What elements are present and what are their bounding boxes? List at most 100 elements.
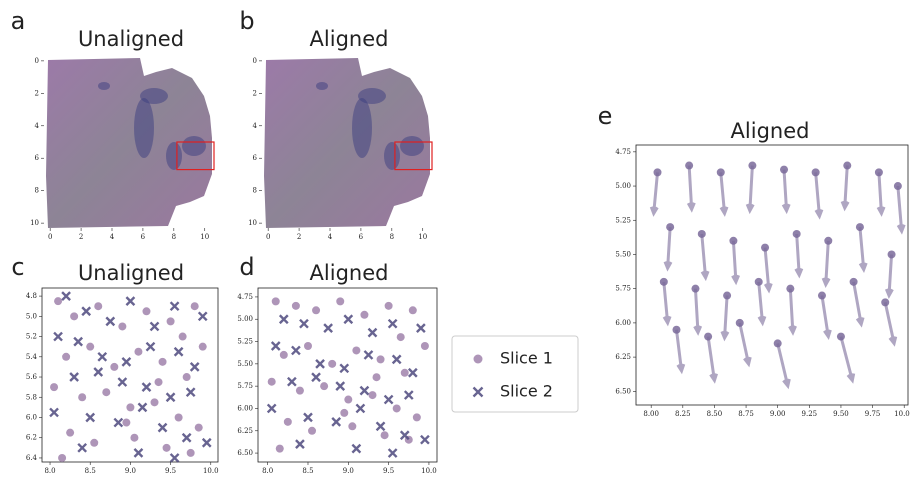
scatter-x bbox=[416, 323, 426, 334]
spot bbox=[735, 318, 744, 327]
scatter-x bbox=[403, 390, 414, 400]
flow-arrow bbox=[876, 172, 886, 217]
tissue-dark-region bbox=[358, 88, 386, 104]
x-tick-label: 9.25 bbox=[802, 410, 818, 418]
flow-arrow bbox=[820, 295, 832, 340]
scatter-x bbox=[61, 291, 71, 301]
y-tick-label: 5.6 bbox=[26, 373, 38, 381]
scatter-x bbox=[331, 416, 342, 427]
y-tick-label: 5.75 bbox=[615, 285, 631, 293]
spot bbox=[666, 223, 675, 232]
y-tick-label: 5.0 bbox=[26, 312, 37, 320]
tissue-dark-region bbox=[182, 136, 206, 156]
flow-arrow bbox=[788, 288, 797, 336]
x-tick-label: 9.75 bbox=[865, 410, 881, 418]
tissue bbox=[46, 58, 212, 228]
tissue-dark-region bbox=[140, 88, 168, 104]
scatter-x bbox=[73, 336, 84, 347]
scatter-point bbox=[178, 332, 187, 341]
x-tick-label: 8.5 bbox=[85, 467, 96, 475]
scatter-x bbox=[85, 412, 96, 423]
scatter-point bbox=[348, 422, 357, 431]
legend-marker bbox=[473, 354, 483, 364]
scatter-x bbox=[387, 448, 398, 458]
x-tick-label: 9.0 bbox=[343, 467, 354, 475]
legend-label: Slice 1 bbox=[500, 349, 553, 368]
scatter-x bbox=[351, 443, 362, 454]
y-tick-label: 8 bbox=[253, 187, 257, 195]
scatter-x bbox=[169, 301, 180, 312]
x-tick-label: 0 bbox=[48, 233, 52, 241]
x-tick-label: 9.00 bbox=[770, 410, 786, 418]
y-tick-label: 6 bbox=[35, 154, 40, 162]
flow-arrow bbox=[674, 329, 686, 375]
tissue-image bbox=[264, 58, 430, 228]
x-tick-label: 8 bbox=[172, 233, 176, 241]
x-tick-label: 4 bbox=[328, 233, 333, 241]
scatter-point bbox=[134, 347, 143, 356]
scatter-point bbox=[360, 310, 369, 319]
scatter-point bbox=[380, 431, 389, 440]
x-tick-label: 4 bbox=[110, 233, 115, 241]
scatter-x bbox=[141, 382, 152, 392]
x-tick-label: 8 bbox=[390, 233, 394, 241]
scatter-x bbox=[165, 392, 176, 403]
scatter-point bbox=[102, 388, 111, 397]
scatter-point bbox=[122, 418, 131, 427]
spot bbox=[792, 229, 801, 238]
flow-arrow bbox=[896, 185, 906, 235]
flow-arrow bbox=[776, 343, 791, 390]
scatter-x bbox=[399, 430, 410, 441]
flow-arrow bbox=[840, 165, 850, 212]
scatter-x bbox=[185, 387, 196, 398]
y-tick-label: 5.8 bbox=[26, 393, 37, 401]
scatter-x bbox=[69, 372, 79, 382]
scatter-point bbox=[154, 378, 163, 387]
spot bbox=[761, 243, 770, 252]
flow-arrow bbox=[794, 233, 804, 279]
y-tick-label: 5.75 bbox=[237, 382, 253, 390]
y-tick-label: 5.2 bbox=[26, 333, 37, 341]
tissue bbox=[264, 58, 430, 228]
flow-arrow bbox=[731, 240, 740, 286]
y-tick-label: 2 bbox=[253, 89, 257, 97]
spot bbox=[691, 284, 700, 293]
scatter-x bbox=[201, 437, 212, 448]
scatter-x bbox=[291, 345, 301, 356]
flow-arrow bbox=[706, 336, 718, 384]
flow-arrow bbox=[686, 165, 696, 213]
flow-arrow bbox=[858, 226, 868, 273]
x-tick-label: 9.5 bbox=[383, 467, 394, 475]
y-tick-label: 6.00 bbox=[237, 404, 253, 412]
x-tick-label: 8.5 bbox=[302, 467, 313, 475]
x-tick-label: 2 bbox=[297, 233, 301, 241]
x-tick-label: 8.0 bbox=[262, 467, 273, 475]
scatter-x bbox=[363, 350, 374, 360]
flow-arrow bbox=[884, 254, 894, 299]
panel-title: Aligned bbox=[731, 119, 810, 143]
x-tick-label: 8.50 bbox=[707, 410, 723, 418]
x-tick-label: 8.75 bbox=[738, 410, 754, 418]
spot bbox=[754, 277, 763, 286]
scatter-x bbox=[387, 318, 398, 329]
flow-arrow bbox=[757, 281, 767, 327]
scatter-point bbox=[291, 301, 300, 310]
scatter-point bbox=[308, 426, 317, 435]
scatter-point bbox=[90, 438, 99, 447]
scatter-point bbox=[62, 352, 71, 361]
scatter-point bbox=[283, 417, 292, 426]
tissue-dark-region bbox=[166, 142, 182, 170]
flow-arrow bbox=[719, 172, 729, 217]
scatter-point bbox=[118, 322, 127, 331]
scatter-point bbox=[70, 312, 79, 321]
flow-arrow bbox=[839, 336, 856, 384]
scatter-point bbox=[312, 306, 321, 315]
scatter-point bbox=[320, 382, 329, 391]
x-tick-label: 10.00 bbox=[894, 410, 910, 418]
scatter-point bbox=[50, 383, 59, 392]
y-tick-label: 5.00 bbox=[237, 315, 253, 323]
x-tick-label: 10.0 bbox=[421, 467, 437, 475]
y-tick-label: 6.4 bbox=[26, 454, 38, 462]
flow-arrow bbox=[663, 227, 673, 272]
scatter-point bbox=[340, 408, 349, 417]
